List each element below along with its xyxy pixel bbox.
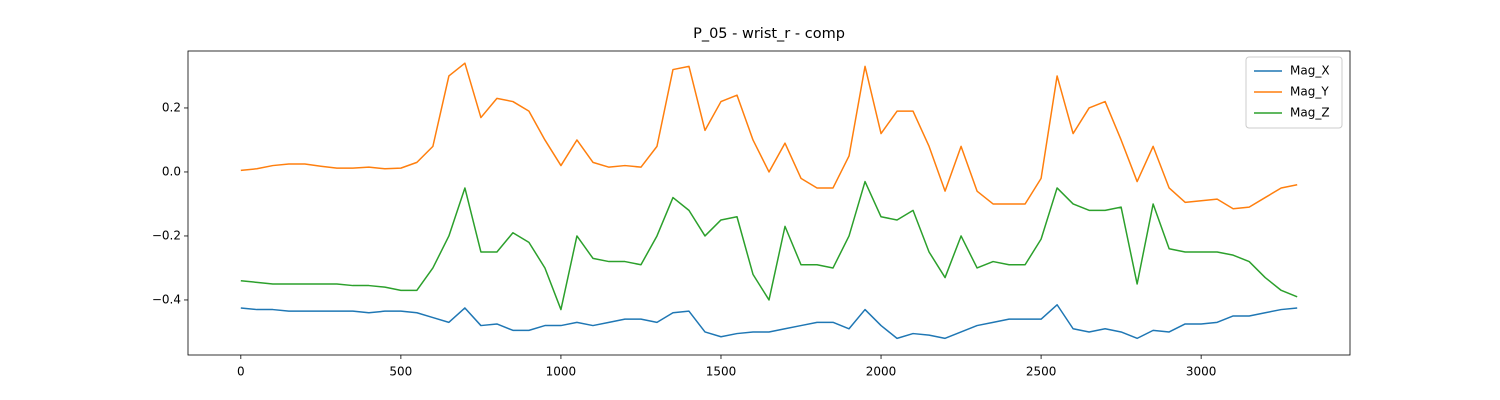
x-tick-label: 2500	[1026, 365, 1057, 379]
plot-frame	[187, 50, 1351, 356]
legend-label: Mag_X	[1290, 64, 1330, 78]
x-tick-label: 1000	[546, 365, 577, 379]
legend-label: Mag_Z	[1290, 106, 1330, 120]
x-tick-label: 0	[237, 365, 245, 379]
data-line	[240, 62, 1298, 210]
y-tick-label: −0.2	[152, 228, 181, 242]
legend-box	[1245, 56, 1343, 129]
x-tick-label: 500	[389, 365, 412, 379]
x-tick-label: 2000	[866, 365, 897, 379]
x-tick-label: 3000	[1186, 365, 1217, 379]
chart-title: P_05 - wrist_r - comp	[693, 26, 845, 42]
legend-label: Mag_Y	[1290, 85, 1329, 99]
data-line	[240, 304, 1298, 340]
y-tick-label: 0.0	[162, 164, 181, 178]
data-line	[240, 180, 1298, 311]
x-tick-label: 1500	[706, 365, 737, 379]
y-tick-label: 0.2	[162, 100, 181, 114]
y-tick-label: −0.4	[152, 292, 181, 306]
